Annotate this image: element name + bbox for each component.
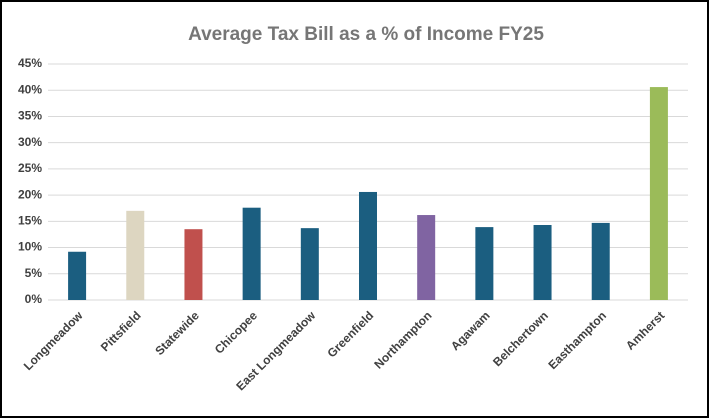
bar	[242, 207, 261, 300]
y-tick-label: 30%	[18, 135, 42, 149]
y-tick-label: 10%	[18, 240, 42, 254]
bar	[533, 225, 552, 300]
chart-title: Average Tax Bill as a % of Income FY25	[188, 24, 544, 45]
bar	[359, 191, 377, 300]
bar	[417, 215, 436, 300]
y-tick-label: 20%	[18, 187, 42, 201]
bar	[475, 227, 494, 300]
y-tick-label: 45%	[18, 56, 42, 70]
bar	[591, 222, 610, 300]
y-tick-label: 35%	[18, 109, 42, 123]
bar	[649, 87, 668, 300]
y-tick-label: 0%	[25, 292, 43, 306]
y-tick-label: 25%	[18, 161, 42, 175]
y-tick-label: 40%	[18, 82, 42, 96]
bar	[184, 229, 203, 300]
bar	[300, 228, 319, 300]
bar	[68, 251, 87, 300]
y-tick-label: 15%	[18, 214, 42, 228]
y-tick-label: 5%	[25, 266, 43, 280]
bar	[126, 210, 145, 300]
